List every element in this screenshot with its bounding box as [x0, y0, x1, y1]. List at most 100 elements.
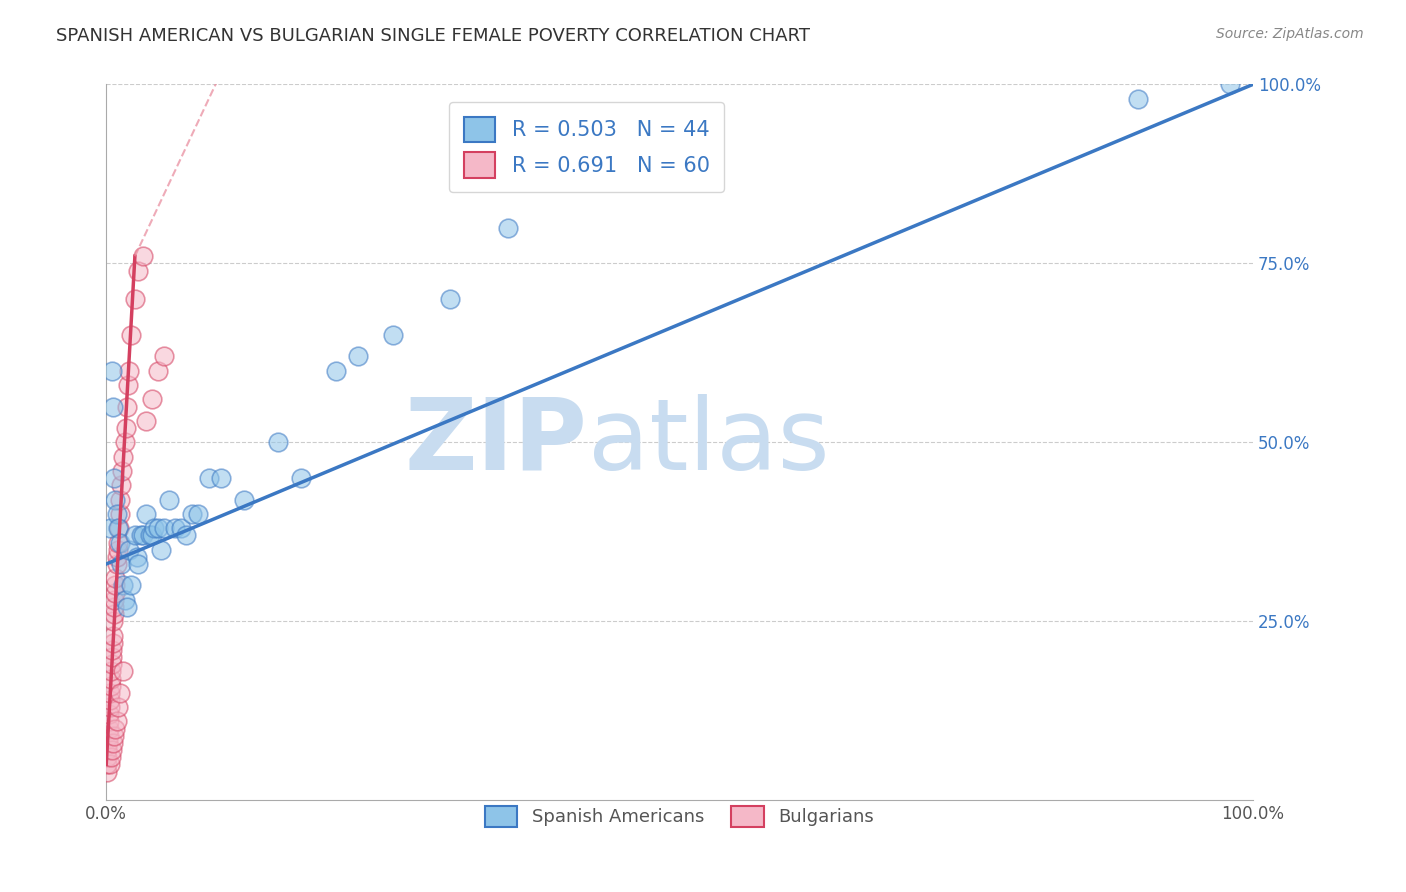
Point — [107, 535, 129, 549]
Point — [104, 722, 127, 736]
Point — [103, 471, 125, 485]
Point — [103, 592, 125, 607]
Point — [1128, 92, 1150, 106]
Point — [101, 743, 124, 757]
Point — [496, 220, 519, 235]
Point — [143, 521, 166, 535]
Point — [104, 585, 127, 599]
Point — [101, 636, 124, 650]
Point — [132, 249, 155, 263]
Point — [121, 578, 143, 592]
Point — [135, 414, 157, 428]
Point — [97, 729, 120, 743]
Point — [107, 700, 129, 714]
Point — [98, 707, 121, 722]
Point — [114, 592, 136, 607]
Text: Source: ZipAtlas.com: Source: ZipAtlas.com — [1216, 27, 1364, 41]
Point — [112, 578, 135, 592]
Point — [115, 599, 138, 614]
Point — [98, 686, 121, 700]
Point — [101, 650, 124, 665]
Point — [124, 292, 146, 306]
Point — [96, 743, 118, 757]
Point — [112, 450, 135, 464]
Point — [108, 686, 131, 700]
Point — [101, 736, 124, 750]
Point — [97, 722, 120, 736]
Point — [98, 757, 121, 772]
Point — [108, 492, 131, 507]
Point — [101, 643, 124, 657]
Point — [101, 657, 124, 672]
Point — [181, 507, 204, 521]
Point — [104, 492, 127, 507]
Point — [100, 750, 122, 764]
Point — [115, 400, 138, 414]
Point — [96, 757, 118, 772]
Point — [1219, 78, 1241, 92]
Point — [101, 400, 124, 414]
Point — [146, 364, 169, 378]
Point — [118, 364, 141, 378]
Point — [118, 542, 141, 557]
Point — [105, 557, 128, 571]
Point — [105, 714, 128, 729]
Point — [110, 478, 132, 492]
Point — [112, 665, 135, 679]
Point — [132, 528, 155, 542]
Point — [152, 521, 174, 535]
Point — [100, 672, 122, 686]
Text: atlas: atlas — [588, 394, 830, 491]
Point — [124, 528, 146, 542]
Point — [163, 521, 186, 535]
Point — [103, 729, 125, 743]
Point — [439, 292, 461, 306]
Legend: Spanish Americans, Bulgarians: Spanish Americans, Bulgarians — [478, 799, 882, 834]
Point — [135, 507, 157, 521]
Point — [96, 750, 118, 764]
Point — [139, 528, 162, 542]
Point — [97, 714, 120, 729]
Point — [100, 679, 122, 693]
Point — [141, 528, 163, 542]
Point — [97, 736, 120, 750]
Point — [198, 471, 221, 485]
Text: SPANISH AMERICAN VS BULGARIAN SINGLE FEMALE POVERTY CORRELATION CHART: SPANISH AMERICAN VS BULGARIAN SINGLE FEM… — [56, 27, 810, 45]
Point — [127, 557, 149, 571]
Point — [152, 350, 174, 364]
Point — [98, 693, 121, 707]
Point — [114, 421, 136, 435]
Point — [103, 607, 125, 621]
Point — [141, 392, 163, 407]
Point — [108, 521, 131, 535]
Point — [176, 528, 198, 542]
Point — [347, 350, 370, 364]
Point — [96, 764, 118, 779]
Point — [101, 364, 124, 378]
Point — [108, 535, 131, 549]
Point — [111, 464, 134, 478]
Point — [107, 542, 129, 557]
Point — [110, 557, 132, 571]
Point — [187, 507, 209, 521]
Point — [108, 507, 131, 521]
Point — [150, 542, 173, 557]
Point — [157, 492, 180, 507]
Point — [103, 599, 125, 614]
Point — [107, 521, 129, 535]
Point — [104, 571, 127, 585]
Point — [129, 528, 152, 542]
Point — [121, 328, 143, 343]
Point — [232, 492, 254, 507]
Point — [117, 378, 139, 392]
Point — [127, 263, 149, 277]
Point — [105, 549, 128, 564]
Point — [127, 549, 149, 564]
Point — [325, 364, 347, 378]
Point — [100, 665, 122, 679]
Point — [267, 435, 290, 450]
Point — [170, 521, 193, 535]
Point — [98, 521, 121, 535]
Point — [104, 578, 127, 592]
Point — [114, 435, 136, 450]
